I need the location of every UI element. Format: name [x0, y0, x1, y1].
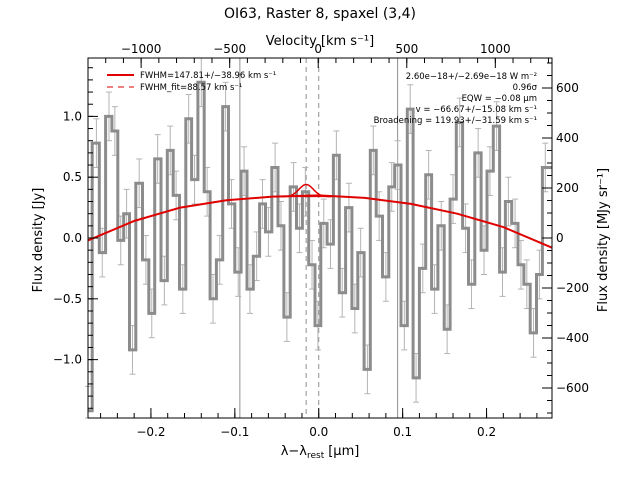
x-axis-label-main: λ−λ [281, 444, 308, 459]
annotation-broadening: Broadening = 119.93+/−31.59 km s⁻¹ [374, 116, 537, 126]
axis-ticks: −0.2 −0.1 0.0 0.1 0.2 −1000 −500 0 500 1000 −1.0 −0… [53, 42, 589, 439]
x-axis-label-sub: rest [307, 451, 325, 461]
right-tick-label: −400 [556, 331, 589, 345]
top-tick-label: 500 [395, 42, 418, 56]
top-axis-label: Velocity [km s⁻¹] [266, 34, 374, 49]
gaussian-fit-line [281, 183, 332, 198]
right-tick-label: −600 [556, 381, 589, 395]
chart-title: OI63, Raster 8, spaxel (3,4) [224, 6, 416, 22]
annotation-eqw: EQW = −0.08 μm [462, 94, 537, 104]
top-tick-label: 0 [314, 42, 322, 56]
annotation-line-flux: 2.60e−18+/−2.69e−18 W m⁻² [406, 72, 537, 82]
continuum-fit-line [87, 194, 553, 249]
y-tick-label: −1.0 [53, 353, 82, 367]
right-tick-label: 400 [556, 131, 579, 145]
x-tick-label: −0.1 [220, 425, 249, 439]
y-axis-label: Flux density [Jy] [31, 188, 46, 293]
y-tick-label: 0.0 [63, 231, 82, 245]
x-axis-label: λ−λrest [μm] [281, 444, 360, 461]
top-tick-label: −1000 [121, 42, 162, 56]
x-axis-label-unit: [μm] [328, 444, 359, 459]
legend: FWHM=147.81+/−38.96 km s⁻¹ FWHM_fit=88.5… [107, 71, 276, 93]
right-tick-label: 600 [556, 81, 579, 95]
y-tick-label: −0.5 [53, 292, 82, 306]
y-tick-label: 0.5 [63, 170, 82, 184]
x-tick-label: 0.0 [309, 425, 328, 439]
y-tick-label: 1.0 [63, 109, 82, 123]
annotation-velocity: v = −66.67+/−15.08 km s⁻¹ [416, 105, 537, 115]
top-tick-label: −500 [213, 42, 246, 56]
spectrum-line [88, 80, 552, 413]
legend-label-fwhm: FWHM=147.81+/−38.96 km s⁻¹ [140, 71, 276, 81]
right-tick-label: −200 [556, 281, 589, 295]
x-tick-label: 0.1 [393, 425, 412, 439]
x-tick-label: 0.2 [477, 425, 496, 439]
right-tick-label: 200 [556, 181, 579, 195]
fit-annotations: 2.60e−18+/−2.69e−18 W m⁻² 0.96σ EQW = −0… [374, 72, 538, 126]
x-tick-label: −0.2 [136, 425, 165, 439]
guide-lines [239, 58, 399, 418]
legend-label-fwhm-fit: FWHM_fit=88.57 km s⁻¹ [140, 83, 242, 93]
right-tick-label: 0 [556, 231, 564, 245]
right-y-axis-label: Flux density [MJy sr⁻¹] [596, 168, 611, 312]
annotation-significance: 0.96σ [513, 83, 538, 93]
top-tick-label: 1000 [480, 42, 511, 56]
